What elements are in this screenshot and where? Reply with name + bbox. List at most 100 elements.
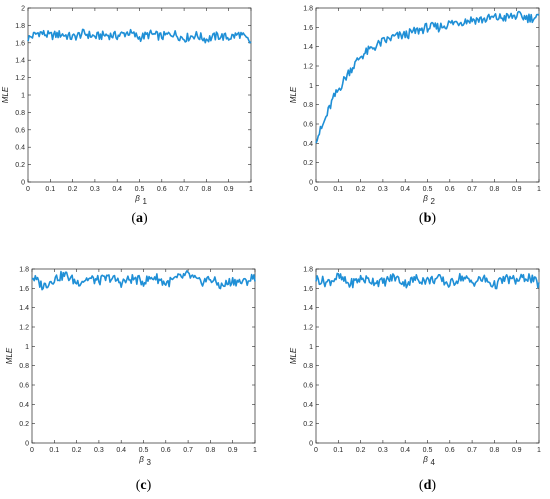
caption-letter: b bbox=[424, 211, 432, 226]
x-tick-label: 0.5 bbox=[139, 447, 149, 454]
y-tick-label: 1.4 bbox=[303, 305, 313, 312]
x-tick-label: 0.3 bbox=[94, 447, 104, 454]
y-axis-label: MLE bbox=[289, 347, 298, 364]
y-tick-label: 1.8 bbox=[303, 6, 313, 13]
y-tick-label: 0.4 bbox=[19, 402, 29, 409]
x-tick-label: 0.1 bbox=[45, 186, 55, 193]
y-tick-label: 0.8 bbox=[303, 363, 313, 370]
chart-panel-d: 0 0.2 0.4 0.6 0.8 1 1.2 1.4 1.6 1.8 0 0.1 0.2 0.3 0.4 0… bbox=[289, 267, 541, 494]
caption-open-paren: ( bbox=[136, 478, 141, 493]
x-axis-label-subscript: 2 bbox=[431, 197, 436, 206]
x-tick-label: 0.4 bbox=[112, 186, 122, 193]
y-tick-label: 0.6 bbox=[303, 383, 313, 390]
x-axis-label: β bbox=[134, 194, 140, 203]
y-tick-label: 1.6 bbox=[303, 25, 313, 32]
x-tick-label: 0.2 bbox=[72, 447, 82, 454]
y-tick-label: 0.8 bbox=[19, 363, 29, 370]
caption-close-paren: ) bbox=[143, 211, 148, 226]
y-tick-label: 0.2 bbox=[19, 421, 29, 428]
y-tick-label: 0.2 bbox=[303, 421, 313, 428]
x-tick-label: 0.7 bbox=[467, 186, 477, 193]
x-tick-label: 0.6 bbox=[157, 186, 167, 193]
x-axis-label: β bbox=[422, 455, 428, 464]
y-tick-label: 1 bbox=[309, 344, 313, 351]
chart-panel-c: 0 0.2 0.4 0.6 0.8 1 1.2 1.4 1.6 1.8 0 0.1 0.2 0.3 0.4 0… bbox=[5, 267, 257, 494]
y-tick-label: 0.4 bbox=[15, 145, 25, 152]
caption-open-paren: ( bbox=[419, 211, 424, 226]
y-tick-label: 1.2 bbox=[15, 75, 25, 82]
x-axis-label: β bbox=[138, 455, 144, 464]
x-axis-label-subscript: 4 bbox=[431, 458, 436, 467]
x-tick-label: 0.5 bbox=[423, 447, 433, 454]
x-tick-label: 0.5 bbox=[135, 186, 145, 193]
y-tick-label: 1.2 bbox=[19, 325, 29, 332]
y-tick-label: 0.4 bbox=[303, 402, 313, 409]
x-tick-label: 0.6 bbox=[161, 447, 171, 454]
x-tick-label: 0.9 bbox=[224, 186, 234, 193]
x-tick-label: 0 bbox=[314, 186, 318, 193]
caption-open-paren: ( bbox=[131, 211, 136, 226]
x-tick-label: 0.3 bbox=[378, 447, 388, 454]
x-tick-label: 0.7 bbox=[179, 186, 189, 193]
x-tick-label: 0.2 bbox=[356, 447, 366, 454]
x-tick-label: 1 bbox=[249, 186, 253, 193]
x-tick-label: 0.7 bbox=[183, 447, 193, 454]
y-tick-label: 1.4 bbox=[15, 58, 25, 65]
y-tick-label: 1 bbox=[21, 93, 25, 100]
caption-close-paren: ) bbox=[147, 478, 152, 493]
y-tick-label: 1.4 bbox=[303, 44, 313, 51]
panel-caption: (a) bbox=[131, 211, 148, 226]
x-axis-label-subscript: 3 bbox=[147, 458, 152, 467]
x-tick-label: 0 bbox=[26, 186, 30, 193]
series-line bbox=[315, 10, 540, 144]
y-tick-label: 1.6 bbox=[15, 40, 25, 47]
x-tick-label: 0.4 bbox=[116, 447, 126, 454]
y-tick-label: 1.8 bbox=[303, 267, 313, 274]
series-line bbox=[27, 28, 252, 44]
x-tick-label: 1 bbox=[537, 186, 541, 193]
caption-letter: a bbox=[136, 211, 143, 226]
y-tick-label: 1.4 bbox=[19, 305, 29, 312]
x-tick-label: 0.5 bbox=[423, 186, 433, 193]
x-axis-label: β bbox=[422, 194, 428, 203]
y-tick-label: 0.6 bbox=[303, 122, 313, 129]
y-tick-label: 0.2 bbox=[15, 162, 25, 169]
x-tick-label: 1 bbox=[537, 447, 541, 454]
y-tick-label: 0.8 bbox=[303, 102, 313, 109]
caption-open-paren: ( bbox=[419, 478, 424, 493]
series-line bbox=[31, 270, 256, 291]
y-tick-label: 0.6 bbox=[19, 383, 29, 390]
x-tick-label: 0.2 bbox=[68, 186, 78, 193]
plot-frame bbox=[315, 7, 540, 183]
x-tick-label: 0.6 bbox=[445, 447, 455, 454]
y-axis-label: MLE bbox=[1, 86, 10, 103]
x-tick-label: 0.3 bbox=[90, 186, 100, 193]
panel-caption: (b) bbox=[419, 211, 436, 226]
x-tick-label: 0.7 bbox=[467, 447, 477, 454]
x-tick-label: 0.6 bbox=[445, 186, 455, 193]
chart-panel-a: 0 0.2 0.4 0.6 0.8 1 1.2 1.4 1.6 1.8 2 0 0.1 0.2 0.3 0.4… bbox=[1, 6, 253, 227]
y-tick-label: 0 bbox=[309, 441, 313, 448]
panel-caption: (d) bbox=[419, 478, 436, 493]
x-tick-label: 0.3 bbox=[378, 186, 388, 193]
y-tick-label: 1.6 bbox=[19, 286, 29, 293]
caption-close-paren: ) bbox=[431, 478, 436, 493]
y-tick-label: 1 bbox=[25, 344, 29, 351]
y-tick-label: 1.6 bbox=[303, 286, 313, 293]
y-tick-label: 0 bbox=[309, 180, 313, 187]
x-tick-label: 0.2 bbox=[356, 186, 366, 193]
x-tick-label: 0.4 bbox=[400, 186, 410, 193]
y-axis-label: MLE bbox=[5, 347, 14, 364]
x-tick-label: 0.1 bbox=[333, 186, 343, 193]
x-tick-label: 1 bbox=[253, 447, 257, 454]
panel-caption: (c) bbox=[136, 478, 152, 493]
x-tick-label: 0.8 bbox=[206, 447, 216, 454]
y-tick-label: 1.8 bbox=[15, 23, 25, 30]
x-tick-label: 0.4 bbox=[400, 447, 410, 454]
y-tick-label: 0.6 bbox=[15, 127, 25, 134]
y-tick-label: 0.2 bbox=[303, 160, 313, 167]
caption-letter: c bbox=[140, 478, 146, 493]
y-tick-label: 0.4 bbox=[303, 141, 313, 148]
x-tick-label: 0.1 bbox=[49, 447, 59, 454]
